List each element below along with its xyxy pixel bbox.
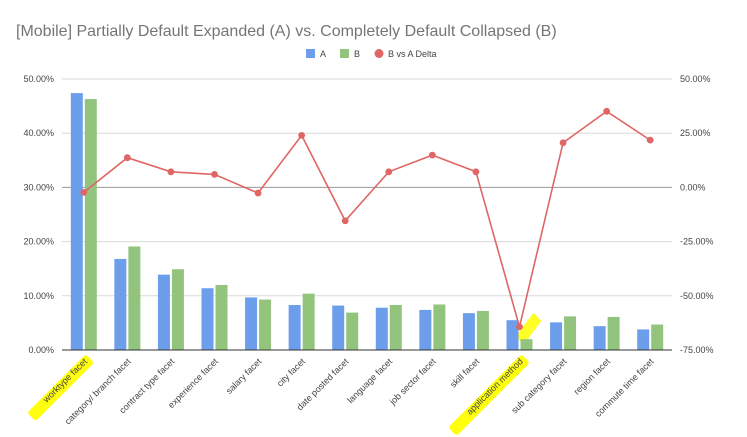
right-tick-label: -25.00% [680, 237, 714, 247]
bar-a [114, 258, 127, 350]
category-label: region facet [572, 356, 613, 397]
bar-a [462, 313, 475, 350]
category-label: city facet [275, 356, 308, 389]
legend-item: B vs A Delta [374, 49, 437, 59]
right-tick-label: -50.00% [680, 291, 714, 301]
category-highlight [449, 355, 529, 435]
delta-point [603, 107, 611, 115]
legend-item: B [340, 49, 360, 59]
bars [70, 93, 664, 350]
bar-a [70, 93, 83, 350]
bar-b [607, 316, 620, 350]
bar-b [302, 293, 315, 350]
delta-point [559, 139, 567, 147]
bar-b [346, 312, 359, 350]
bar-b [564, 316, 577, 350]
bar-a [593, 326, 606, 350]
bar-a [157, 274, 170, 350]
right-tick-label: 0.00% [680, 182, 706, 192]
bar-a [375, 307, 388, 350]
right-tick-label: 50.00% [680, 74, 711, 84]
delta-point [646, 136, 654, 144]
bar-a [245, 297, 258, 350]
bar-b [171, 269, 184, 350]
bar-b [433, 304, 446, 350]
bar-b [520, 339, 533, 350]
delta-point [80, 188, 88, 196]
category-highlight [28, 355, 93, 421]
left-tick-label: 40.00% [23, 128, 54, 138]
delta-line [80, 107, 654, 331]
legend-label: B [354, 49, 360, 59]
delta-point [298, 131, 306, 139]
highlight-mark [449, 355, 529, 435]
legend-swatch [340, 49, 349, 58]
delta-point [254, 189, 262, 197]
legend-item: A [306, 49, 326, 59]
bar-b [476, 310, 489, 350]
legend-swatch [306, 49, 315, 58]
delta-point [341, 217, 349, 225]
bar-b [128, 246, 141, 350]
left-tick-label: 10.00% [23, 291, 54, 301]
delta-point [167, 168, 175, 176]
category-label: language facet [345, 356, 394, 405]
delta-point [211, 170, 218, 178]
bar-b [84, 99, 97, 350]
bar-a [550, 322, 563, 350]
category-label: skill facet [448, 356, 482, 390]
bar-b [259, 299, 272, 350]
delta-point [472, 168, 480, 176]
bar-a [201, 288, 214, 350]
delta-point [428, 151, 436, 159]
legend-label: A [320, 49, 326, 59]
bar-a [332, 305, 345, 350]
delta-point [385, 168, 393, 176]
delta-point [123, 154, 131, 162]
delta-point [516, 323, 523, 331]
right-tick-label: 25.00% [680, 128, 711, 138]
left-tick-label: 0.00% [28, 345, 54, 355]
chart-title: [Mobile] Partially Default Expanded (A) … [16, 23, 557, 40]
point-highlight [515, 312, 542, 345]
bar-b [389, 305, 402, 350]
bar-a [419, 309, 432, 350]
legend-swatch [374, 49, 384, 58]
bar-a [506, 320, 519, 350]
left-tick-label: 20.00% [23, 237, 54, 247]
left-tick-label: 50.00% [23, 74, 54, 84]
delta-polyline [83, 110, 651, 330]
legend-label: B vs A Delta [388, 49, 437, 59]
gridlines [62, 78, 672, 351]
bar-b [651, 324, 664, 350]
legend: A B B vs A Delta [306, 49, 437, 59]
bar-a [288, 305, 301, 350]
highlight-mark [28, 355, 93, 421]
axes: 0.00% 10.00% 20.00% 30.00% 40.00% 50.00% -75.0… [23, 74, 713, 355]
category-label: salary facet [224, 356, 264, 396]
highlights [28, 312, 542, 435]
bar-b [215, 284, 228, 350]
bar-a [637, 329, 650, 350]
right-tick-label: -75.00% [680, 345, 714, 355]
category-label: job sector facet [387, 356, 438, 407]
left-tick-label: 30.00% [23, 182, 54, 192]
category-label: worktype facet [40, 356, 89, 405]
